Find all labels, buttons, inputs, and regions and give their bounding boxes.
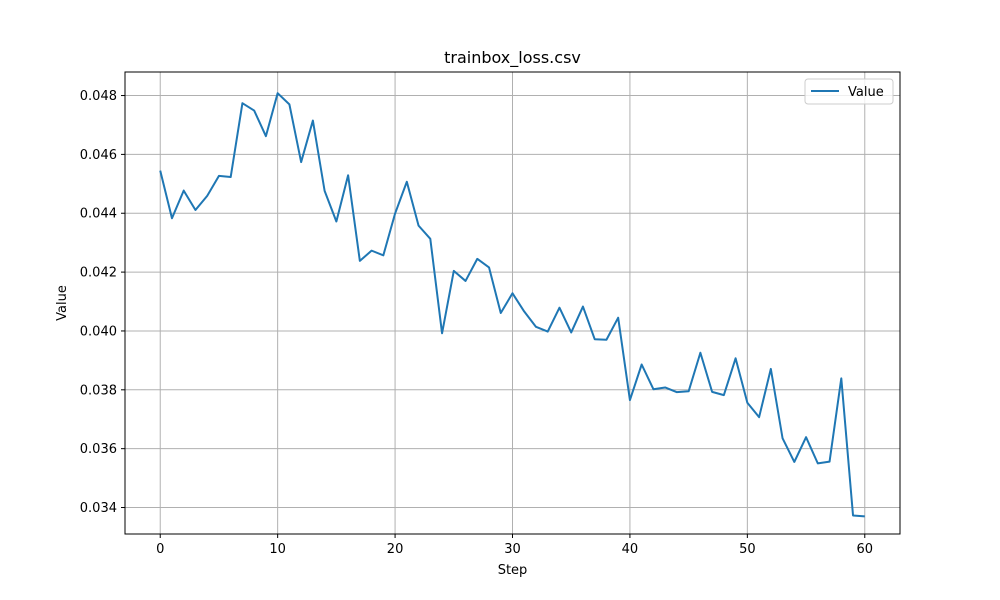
y-tick-label: 0.048 (80, 89, 117, 104)
legend-entry-value: Value (848, 85, 884, 100)
legend-box (804, 78, 894, 105)
x-axis-label: Step (498, 563, 528, 578)
y-tick-label: 0.044 (80, 207, 117, 222)
x-tick-label: 30 (504, 542, 521, 557)
chart-title: trainbox_loss.csv (444, 48, 581, 68)
x-tick-label: 0 (156, 542, 164, 557)
x-tick-label: 50 (739, 542, 756, 557)
y-tick-label: 0.042 (80, 266, 117, 281)
ticks: 0 10 20 30 40 50 60 0.034 0.036 0.038 0.040 0.042 0.… (80, 89, 873, 557)
y-tick-label: 0.036 (80, 442, 117, 457)
series-line-value (159, 92, 865, 518)
y-tick-label: 0.034 (80, 501, 117, 516)
series-layer (159, 92, 865, 518)
legend: Value (804, 78, 894, 105)
grid (125, 72, 900, 534)
y-axis-label: Value (55, 285, 70, 321)
y-tick-label: 0.038 (80, 383, 117, 398)
x-tick-label: 60 (856, 542, 873, 557)
y-tick-label: 0.046 (80, 148, 117, 163)
x-tick-label: 20 (387, 542, 404, 557)
x-tick-label: 40 (622, 542, 639, 557)
y-tick-label: 0.040 (80, 324, 117, 339)
x-tick-label: 10 (269, 542, 286, 557)
